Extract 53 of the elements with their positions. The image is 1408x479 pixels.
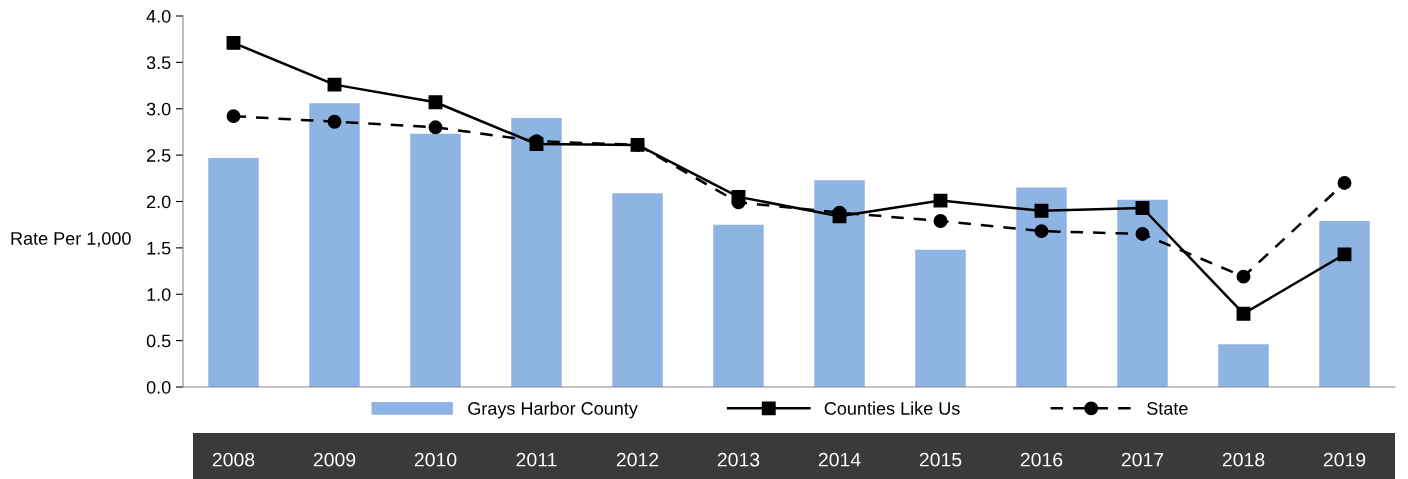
- x-tick-label: 2010: [414, 452, 457, 467]
- bar: [511, 118, 562, 387]
- y-tick-label: 1.0: [147, 288, 171, 301]
- point: [327, 77, 342, 92]
- x-tick-label: 2015: [919, 452, 962, 467]
- bar: [814, 180, 865, 387]
- y-tick-label: 0.5: [146, 334, 171, 348]
- x-tick-label: 2016: [1020, 452, 1063, 467]
- point: [1236, 269, 1251, 284]
- point: [226, 35, 241, 50]
- bar: [612, 193, 663, 387]
- point: [1034, 224, 1049, 239]
- legend-label: Grays Harbor County: [468, 401, 638, 419]
- point: [327, 114, 342, 129]
- point: [933, 214, 948, 228]
- point: [1034, 203, 1049, 218]
- x-tick-label: 2014: [818, 452, 861, 467]
- legend-label: Counties Like Us: [824, 401, 960, 415]
- bar: [1218, 344, 1269, 387]
- point: [226, 109, 241, 124]
- point: [1236, 306, 1251, 321]
- bar: [713, 224, 764, 387]
- y-tick-label: 2.0: [147, 195, 171, 209]
- bar: [1319, 220, 1370, 387]
- point: [1135, 201, 1150, 215]
- y-tick-label: 0.0: [146, 380, 171, 394]
- y-tick-label: 3.5: [146, 56, 171, 70]
- x-tick-label: 2008: [212, 452, 255, 467]
- bar: [410, 133, 461, 387]
- bar: [1117, 199, 1168, 387]
- x-tick-label: 2013: [717, 452, 760, 467]
- point: [1337, 247, 1352, 262]
- bar: [915, 249, 966, 387]
- bar: [309, 103, 360, 387]
- bar: [1016, 187, 1067, 387]
- bar: [208, 157, 259, 387]
- point: [933, 193, 948, 208]
- legend-label: State: [1147, 402, 1188, 415]
- point: [1135, 227, 1150, 241]
- x-tick-label: 2019: [1323, 452, 1366, 467]
- y-tick-label: 3.0: [146, 102, 171, 116]
- x-tick-label: 2017: [1121, 452, 1164, 467]
- x-tick-label: 2009: [313, 452, 356, 467]
- y-tick-label: 4.0: [146, 9, 171, 23]
- x-tick-label: 2018: [1222, 452, 1265, 467]
- point: [1337, 176, 1352, 190]
- x-tick-label: 2011: [516, 452, 557, 467]
- y-tick-label: 2.5: [147, 149, 171, 162]
- y-axis-title: Rate Per 1,000: [11, 232, 131, 247]
- x-tick-label: 2012: [616, 452, 659, 467]
- y-tick-label: 1.5: [147, 242, 171, 255]
- point: [428, 120, 443, 135]
- point: [428, 95, 443, 110]
